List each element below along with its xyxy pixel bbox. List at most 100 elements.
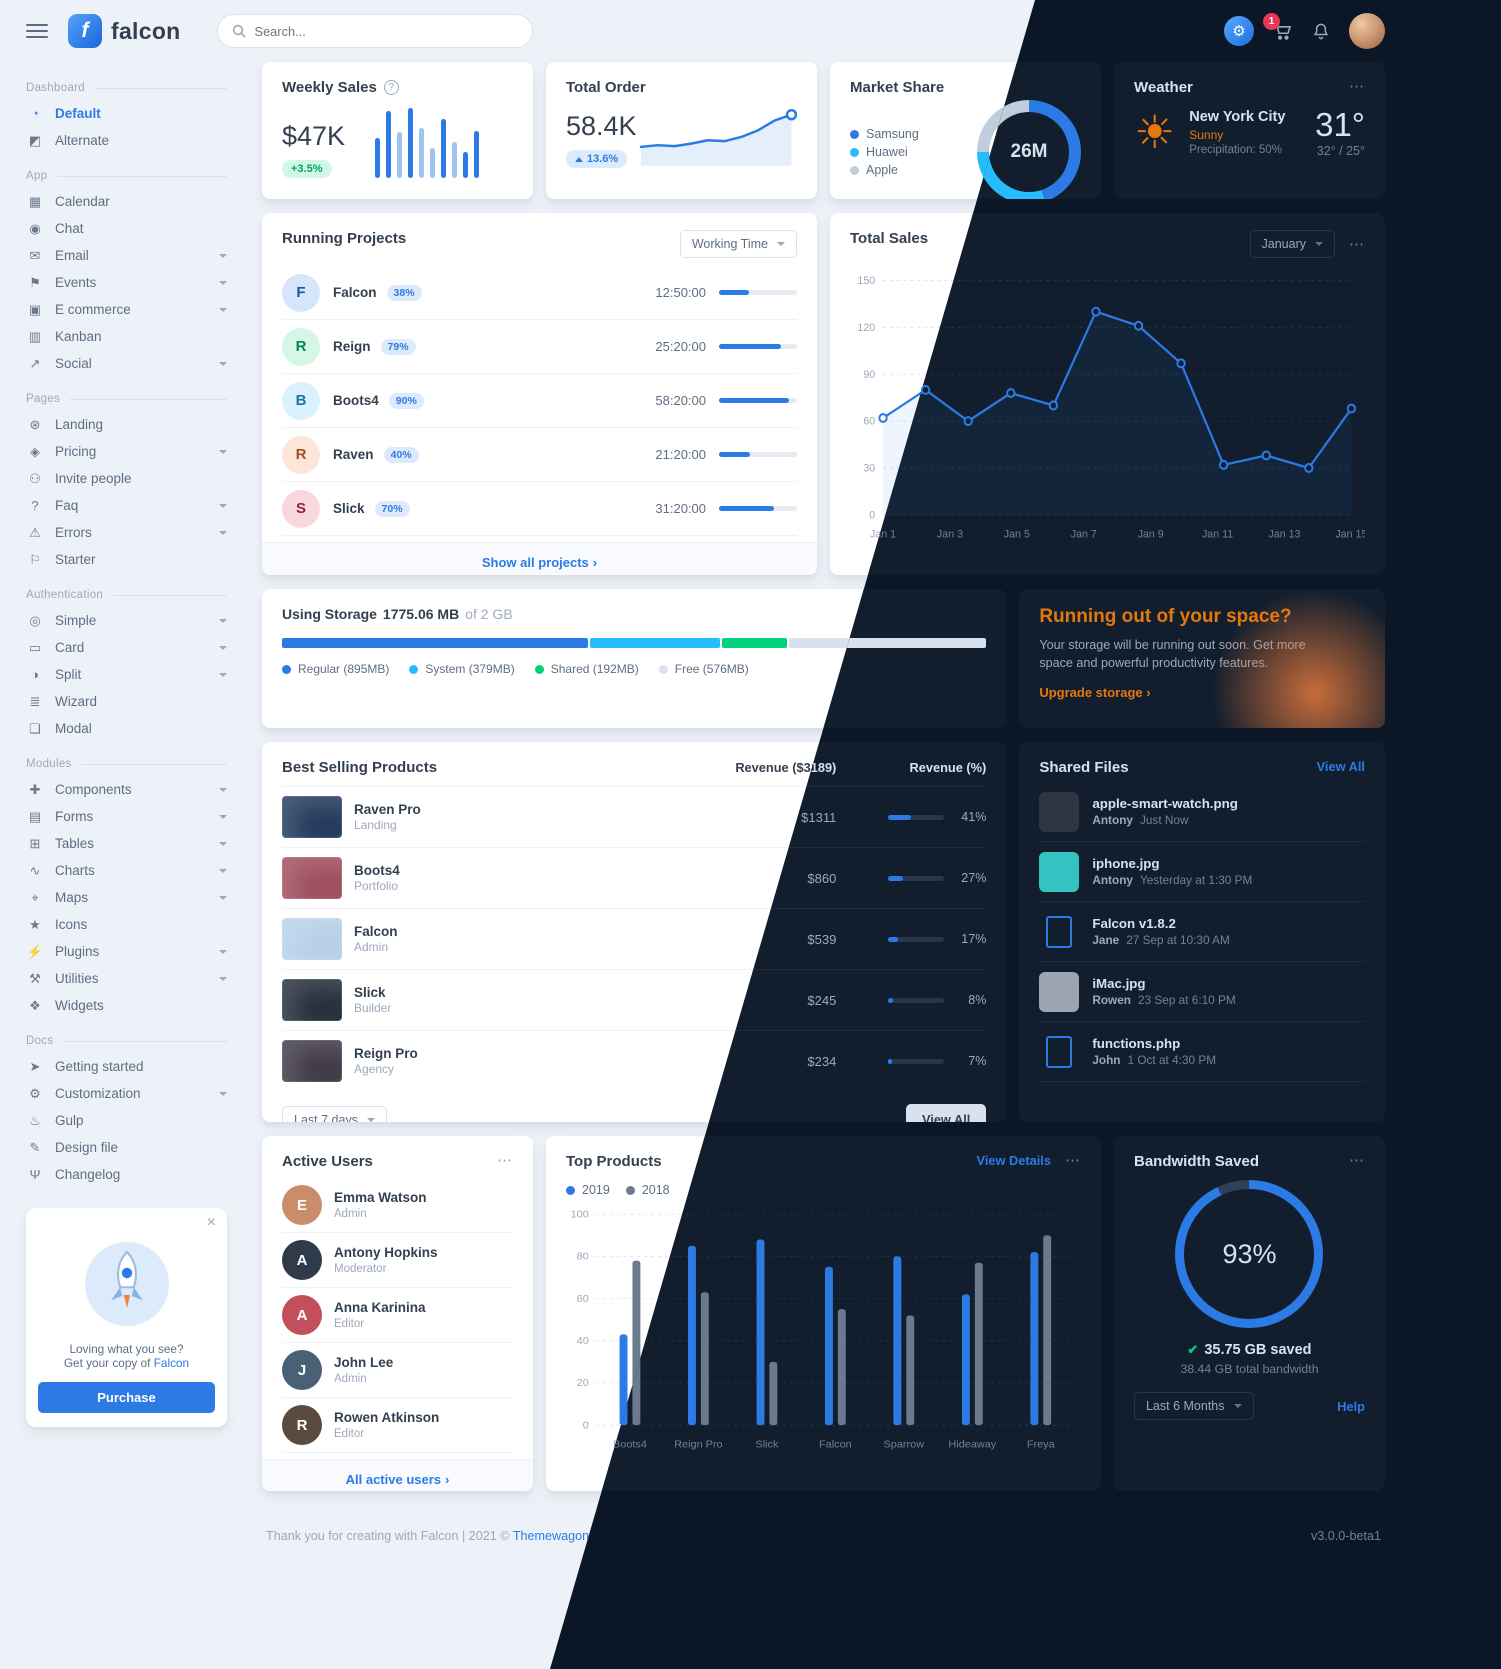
sidebar-item[interactable]: ▥ Kanban	[26, 323, 227, 350]
file-name-link[interactable]: iphone.jpg	[1092, 856, 1160, 871]
sidebar-item[interactable]: ✚ Components	[26, 776, 227, 803]
sidebar-item[interactable]: ◩ Alternate	[26, 127, 227, 154]
sidebar-item[interactable]: ◎ Simple	[26, 607, 227, 634]
card-menu-button[interactable]: ⋯	[497, 1152, 513, 1169]
sidebar-item-label: Starter	[55, 552, 96, 567]
file-name-link[interactable]: Falcon v1.8.2	[1092, 916, 1176, 931]
sidebar-item[interactable]: ▦ Calendar	[26, 188, 227, 215]
product-name-link[interactable]: Slick	[354, 985, 386, 1000]
sidebar-item[interactable]: ≣ Wizard	[26, 688, 227, 715]
product-revenue: $234	[807, 1053, 837, 1069]
card-menu-button[interactable]: ⋯	[1349, 235, 1365, 253]
sidebar-item[interactable]: ❏ Modal	[26, 715, 227, 742]
sidebar-item[interactable]: ⚇ Invite people	[26, 465, 227, 492]
settings-gear-button[interactable]: ⚙	[1224, 16, 1254, 46]
view-all-button[interactable]: View All	[905, 1104, 987, 1122]
sidebar-item[interactable]: ⚡ Plugins	[26, 938, 227, 965]
user-avatar[interactable]	[1349, 13, 1385, 49]
sidebar-item[interactable]: ◈ Pricing	[26, 438, 227, 465]
month-select[interactable]: January	[1249, 230, 1335, 258]
sidebar-item[interactable]: ◔ Default	[26, 100, 227, 127]
view-details-link[interactable]: View Details	[976, 1153, 1051, 1168]
card-menu-button[interactable]: ⋯	[1349, 1152, 1365, 1169]
sidebar-item[interactable]: ◉ Chat	[26, 215, 227, 242]
file-name-link[interactable]: iMac.jpg	[1092, 976, 1146, 991]
sidebar-item[interactable]: ⚐ Starter	[26, 546, 227, 573]
bandwidth-saved-card: Bandwidth Saved ⋯ 93% ✔35.75 GB saved 38…	[1113, 1136, 1385, 1491]
info-icon[interactable]: ?	[383, 80, 399, 95]
purchase-button[interactable]: Purchase	[38, 1382, 215, 1413]
falcon-logo[interactable]: f falcon	[68, 14, 181, 48]
sidebar-item[interactable]: ⚒ Utilities	[26, 965, 227, 992]
sidebar-item[interactable]: ↗ Social	[26, 350, 227, 377]
sidebar-item-label: Icons	[55, 917, 88, 932]
project-name-link[interactable]: Reign	[333, 339, 371, 354]
falcon-link[interactable]: Falcon	[153, 1356, 190, 1370]
sidebar-item-label: Pricing	[55, 444, 97, 459]
sidebar-item[interactable]: ▭ Card	[26, 634, 227, 661]
notifications-bell-button[interactable]	[1311, 21, 1331, 42]
user-name-link[interactable]: Antony Hopkins	[334, 1245, 438, 1260]
show-all-projects-link[interactable]: Show all projects	[481, 555, 589, 570]
sidebar-item[interactable]: ⊛ Landing	[26, 411, 227, 438]
file-name-link[interactable]: apple-smart-watch.png	[1092, 796, 1238, 811]
sidebar-item[interactable]: ⚠ Errors	[26, 519, 227, 546]
project-time: 21:20:00	[655, 447, 706, 462]
sidebar-item[interactable]: ⚙ Customization	[26, 1080, 227, 1107]
sidebar-item[interactable]: ? Faq	[26, 492, 227, 519]
project-name-link[interactable]: Falcon	[333, 285, 377, 300]
card-menu-button[interactable]: ⋯	[1064, 1152, 1081, 1169]
sidebar-item[interactable]: ➤ Getting started	[26, 1053, 227, 1080]
project-name-link[interactable]: Slick	[333, 501, 365, 516]
view-all-link[interactable]: View All	[1316, 759, 1365, 774]
sidebar-item[interactable]: ∿ Charts	[26, 857, 227, 884]
product-name-link[interactable]: Falcon	[354, 924, 398, 939]
user-name-link[interactable]: Emma Watson	[334, 1190, 427, 1205]
project-name-link[interactable]: Raven	[333, 447, 374, 462]
sidebar-item[interactable]: ⚑ Events	[26, 269, 227, 296]
search-input[interactable]	[254, 23, 518, 39]
sidebar-item[interactable]: ★ Icons	[26, 911, 227, 938]
user-avatar[interactable]: E	[282, 1185, 322, 1225]
working-time-select[interactable]: Working Time	[679, 230, 797, 258]
product-name-link[interactable]: Raven Pro	[354, 802, 421, 817]
chevron-right-icon: ›	[592, 555, 598, 570]
card-menu-button[interactable]: ⋯	[1349, 78, 1365, 95]
user-avatar[interactable]: A	[282, 1295, 322, 1335]
file-timestamp: Just Now	[1139, 813, 1189, 827]
product-name-link[interactable]: Reign Pro	[354, 1046, 418, 1061]
menu-toggle-button[interactable]	[26, 24, 48, 38]
help-link[interactable]: Help	[1337, 1398, 1365, 1414]
sidebar-item[interactable]: ✎ Design file	[26, 1134, 227, 1161]
sidebar-item[interactable]: ◑ Split	[26, 661, 227, 688]
sidebar-item[interactable]: ⌖ Maps	[26, 884, 227, 911]
product-name-link[interactable]: Boots4	[354, 863, 400, 878]
project-name-link[interactable]: Boots4	[333, 393, 379, 408]
sidebar-item[interactable]: ▣ E commerce	[26, 296, 227, 323]
user-name-link[interactable]: John Lee	[334, 1355, 394, 1370]
shopping-cart-button[interactable]: 1	[1263, 12, 1293, 42]
close-icon[interactable]: ×	[206, 1214, 216, 1231]
themewagon-link[interactable]: Themewagon	[512, 1529, 590, 1543]
sidebar-item[interactable]: ✉ Email	[26, 242, 227, 269]
sidebar-item-icon: ⚐	[29, 552, 41, 567]
user-name-link[interactable]: Anna Karinina	[334, 1300, 426, 1315]
sidebar-item[interactable]: ❖ Widgets	[26, 992, 227, 1019]
all-active-users-link[interactable]: All active users	[345, 1472, 442, 1487]
file-timestamp: Yesterday at 1:30 PM	[1139, 873, 1253, 887]
sidebar-item[interactable]: ⊞ Tables	[26, 830, 227, 857]
search-box[interactable]	[216, 14, 533, 48]
period-select[interactable]: Last 6 Months	[1133, 1392, 1254, 1420]
user-name-link[interactable]: Rowen Atkinson	[334, 1410, 440, 1425]
upgrade-storage-link[interactable]: Upgrade storage ›	[1039, 684, 1151, 700]
date-range-select[interactable]: Last 7 days	[282, 1105, 387, 1122]
storage-title: Using Storage 1775.06 MB of 2 GB	[282, 606, 513, 622]
sidebar-item[interactable]: ▤ Forms	[26, 803, 227, 830]
user-avatar[interactable]: R	[282, 1405, 322, 1445]
sidebar-item[interactable]: ♨ Gulp	[26, 1107, 227, 1134]
svg-text:0: 0	[583, 1420, 589, 1432]
sidebar-item[interactable]: Ψ Changelog	[26, 1161, 227, 1188]
user-avatar[interactable]: A	[282, 1240, 322, 1280]
user-avatar[interactable]: J	[282, 1350, 322, 1390]
file-name-link[interactable]: functions.php	[1092, 1036, 1181, 1051]
